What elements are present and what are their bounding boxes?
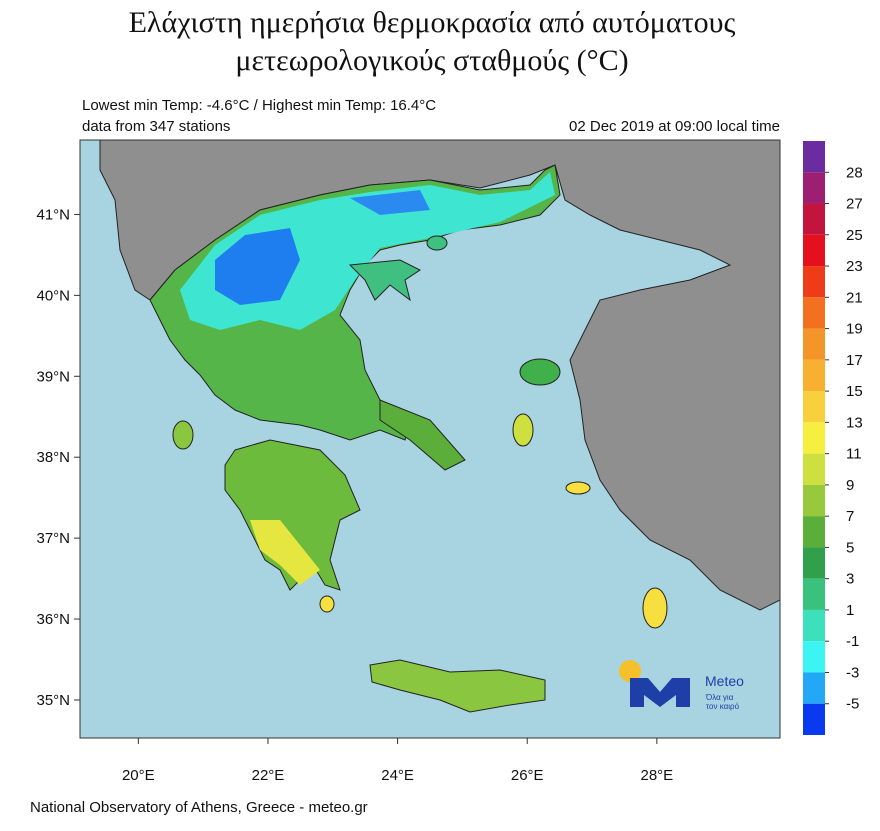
logo-sun xyxy=(619,660,641,682)
colorbar-label: -3 xyxy=(846,664,859,681)
colorbar-label: 1 xyxy=(846,602,854,619)
stats-text: Lowest min Temp: -4.6°C / Highest min Te… xyxy=(82,97,436,114)
lon-label: 24°E xyxy=(381,767,414,784)
map-frame xyxy=(79,139,781,739)
lon-label: 26°E xyxy=(511,767,544,784)
coldest-zone xyxy=(350,190,430,215)
title-line: μετεωρολογικούς σταθμούς (°C) xyxy=(235,44,628,77)
colorbar-box xyxy=(803,578,825,610)
colorbar-label: 11 xyxy=(846,446,862,463)
colorbar-box xyxy=(803,453,825,485)
colorbar-box xyxy=(803,359,825,392)
colorbar-label: -5 xyxy=(846,696,859,713)
colorbar-label: 25 xyxy=(846,227,863,244)
colorbar-label: 3 xyxy=(846,571,854,588)
colorbar-box xyxy=(803,172,825,204)
colorbar-label: 17 xyxy=(846,352,863,369)
lat-label: 36°N xyxy=(36,611,70,628)
colorbar-box xyxy=(803,203,825,235)
colorbar-label: 13 xyxy=(846,414,863,431)
lat-label: 40°N xyxy=(36,287,70,304)
island xyxy=(565,481,591,495)
island xyxy=(519,358,561,386)
island xyxy=(319,595,335,613)
colorbar-label: 27 xyxy=(846,196,863,213)
colorbar-box xyxy=(803,266,825,298)
time-text: 02 Dec 2019 at 09:00 local time xyxy=(569,118,780,135)
colorbar-box xyxy=(803,297,825,329)
lat-label: 38°N xyxy=(36,449,70,466)
colorbar-label: 23 xyxy=(846,258,863,275)
lat-label: 35°N xyxy=(36,692,70,709)
colorbar-box xyxy=(803,328,825,360)
lat-label: 37°N xyxy=(36,530,70,547)
lat-label: 41°N xyxy=(36,206,70,223)
island xyxy=(172,420,194,450)
colorbar-label: 19 xyxy=(846,321,863,338)
lon-label: 20°E xyxy=(122,767,155,784)
warm-zone xyxy=(250,520,320,585)
lon-label: 28°E xyxy=(641,767,674,784)
evia xyxy=(379,399,466,471)
colorbar-box xyxy=(803,609,825,642)
island xyxy=(512,413,534,447)
colorbar-box xyxy=(803,391,825,423)
colorbar-label: 21 xyxy=(846,289,863,306)
lon-label: 22°E xyxy=(252,767,285,784)
title-line: Ελάχιστη ημερήσια θερμοκρασία από αυτόμα… xyxy=(129,6,736,39)
colorbar-label: 28 xyxy=(846,164,863,181)
colorbar-label: 9 xyxy=(846,477,854,494)
logo-name: Meteo xyxy=(705,673,744,689)
colorbar-label: 7 xyxy=(846,508,854,525)
colorbar-label: 15 xyxy=(846,383,863,400)
colorbar-box xyxy=(803,703,825,735)
island xyxy=(426,235,448,251)
colorbar-box xyxy=(803,422,825,454)
colorbar-box xyxy=(803,641,825,673)
logo: Meteo Όλα για τον καιρό xyxy=(619,660,744,711)
colorbar-box xyxy=(803,484,825,517)
map xyxy=(79,139,781,739)
colorbar-box xyxy=(803,672,825,704)
colorbar-box xyxy=(803,516,825,548)
logo-slogan: Όλα για xyxy=(705,693,734,702)
coldest-zone xyxy=(215,228,300,305)
colorbar-box xyxy=(803,234,825,267)
island xyxy=(642,587,668,629)
colorbar-label: 5 xyxy=(846,539,854,556)
logo-slogan: τον καιρό xyxy=(706,702,740,711)
crete xyxy=(369,659,546,713)
colorbar-box xyxy=(803,547,825,579)
logo-mark xyxy=(630,678,690,707)
stations-text: data from 347 stations xyxy=(82,118,230,135)
colorbar-box xyxy=(803,141,825,173)
lat-label: 39°N xyxy=(36,368,70,385)
footer: National Observatory of Athens, Greece -… xyxy=(30,799,368,816)
colorbar-label: -1 xyxy=(846,633,859,650)
chalkidiki xyxy=(348,259,421,302)
